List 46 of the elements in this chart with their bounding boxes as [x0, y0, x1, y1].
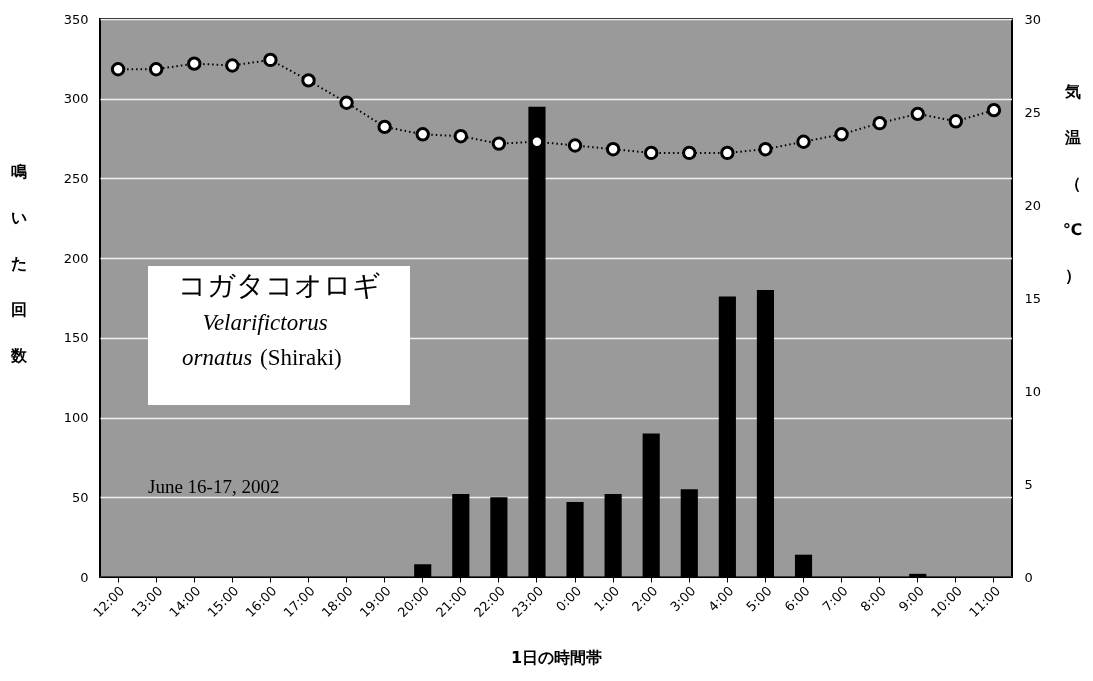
y2-tick-label: 0 [1024, 569, 1033, 585]
y2-tick-label: 25 [1024, 104, 1042, 120]
annotation: コガタコオロギ [178, 269, 381, 302]
text: 鳴いた回数 [10, 161, 27, 365]
point [986, 102, 1002, 118]
point [225, 58, 240, 73]
point [263, 52, 278, 68]
point [910, 106, 925, 122]
point [453, 128, 468, 144]
point [148, 62, 164, 77]
y-tick-label: 350 [63, 11, 89, 27]
point [720, 145, 735, 161]
point [187, 56, 202, 71]
x-axis-title: 1日の時間帯 [510, 648, 603, 668]
point [872, 115, 887, 131]
y-tick-label: 150 [63, 330, 89, 346]
point [796, 134, 811, 149]
y-tick-label: 50 [71, 489, 89, 505]
annotation: (Shiraki) [260, 345, 342, 370]
annotation: ornatus [182, 345, 253, 370]
y-tick-label: 200 [63, 250, 89, 266]
point [834, 127, 849, 142]
point [758, 142, 773, 157]
point [605, 142, 621, 157]
y-tick-label: 250 [63, 170, 89, 186]
point [301, 73, 316, 88]
text: 気温（℃） [1062, 81, 1083, 285]
point [567, 138, 583, 153]
point [415, 127, 430, 142]
y2-tick-label: 5 [1024, 476, 1033, 492]
y2-tick-label: 20 [1024, 197, 1042, 213]
point [491, 136, 507, 151]
point [682, 145, 697, 161]
y-tick-label: 0 [80, 569, 89, 585]
y2-tick-label: 15 [1024, 290, 1042, 306]
y-tick-label: 300 [63, 91, 89, 107]
point [377, 119, 392, 135]
y2-tick-label: 10 [1024, 383, 1042, 399]
point [110, 62, 126, 77]
point [339, 95, 354, 110]
y2-tick-label: 30 [1024, 11, 1042, 27]
annotation: June 16-17, 2002 [148, 476, 280, 497]
point [644, 145, 659, 161]
annotation: Velarifictorus [202, 310, 328, 335]
point [948, 114, 964, 129]
y-tick-label: 100 [63, 410, 89, 426]
